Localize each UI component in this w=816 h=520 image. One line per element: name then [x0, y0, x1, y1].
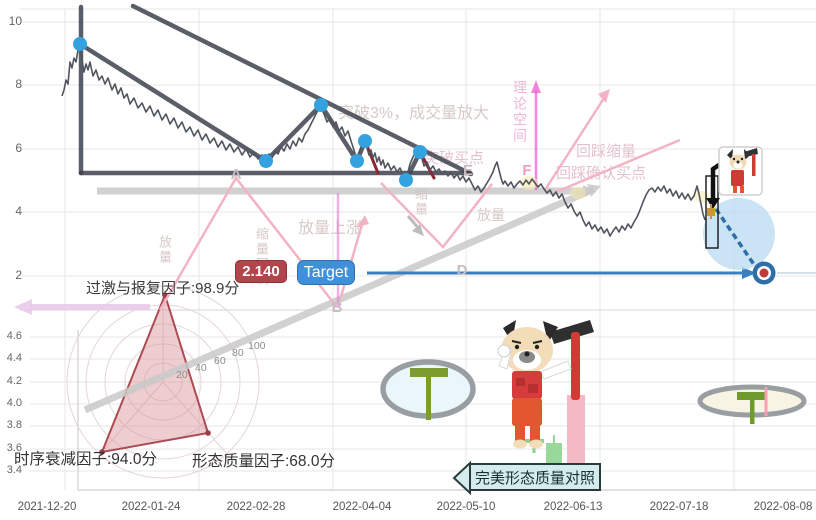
magenta-markers: [336, 80, 541, 307]
y-axis-label: 4.6: [6, 330, 22, 342]
y-axis-label: 6: [15, 141, 22, 155]
hammer-ellipse-left: [380, 359, 476, 420]
y-axis-label: 3.4: [6, 464, 22, 476]
small-orange-candle-icon: [707, 204, 715, 219]
y-axis-label: 8: [15, 77, 22, 91]
x-axis-date: 2022-02-28: [226, 501, 286, 513]
radar-factor-top: 过激与报复因子:98.9分: [86, 280, 240, 297]
forecast-zone-circle: [703, 198, 775, 270]
x-axis-date: 2022-06-13: [543, 501, 603, 513]
radar-tick: 100: [248, 340, 266, 352]
wave-letter-e: E: [462, 162, 473, 179]
y-axis-label: 3.8: [6, 419, 22, 431]
left-pink-arrow: [14, 299, 150, 315]
watermark-volume: 放量: [477, 207, 505, 223]
small-gray-arrow: [406, 215, 424, 236]
quality-comparison-callout: 完美形态质量对照: [469, 463, 601, 491]
x-axis-date: 2022-05-10: [436, 501, 496, 513]
hammer-ellipse-right: [697, 384, 807, 424]
dog-mascot: [497, 320, 594, 449]
down-arrow-icon: [706, 162, 722, 209]
x-axis-date: 2021-12-20: [17, 501, 77, 513]
mini-dog-icon: [727, 148, 758, 193]
watermark-theory-space: 理论空间: [512, 80, 528, 144]
y-axis-label: 3.6: [6, 442, 22, 454]
watermark-breakout-buy: 突破买点: [424, 150, 485, 167]
y-axis-label: 4: [15, 204, 22, 218]
radar-tick: 80: [232, 347, 244, 359]
y-axis-label: 4.2: [6, 375, 22, 387]
watermark-pullback-shrink: 回踩缩量: [576, 143, 637, 160]
price-line: [61, 43, 706, 237]
forecast-dashed-arrow: [714, 208, 757, 267]
axis-lines: [20, 309, 816, 491]
target-arrow: [367, 267, 816, 279]
radar-tick: 20: [176, 369, 188, 381]
y-axis-label: 4.0: [6, 397, 22, 409]
y-axis-label: 4.4: [6, 352, 22, 364]
x-axis-date: 2022-08-08: [753, 501, 813, 513]
target-price-badge[interactable]: 2.140: [235, 260, 287, 283]
x-axis-date: 2022-07-18: [649, 501, 709, 513]
pivot-dots: [73, 37, 427, 187]
y-axis-label: 10: [8, 14, 22, 28]
radar-factor-bottom-left: 时序衰减因子:94.0分: [14, 451, 157, 468]
gridlines: [20, 8, 816, 490]
wave-letter-a: A: [230, 166, 242, 183]
wave-letter-b: B: [331, 299, 343, 316]
radar-factor-bottom-right: 形态质量因子:68.0分: [192, 453, 335, 470]
target-button[interactable]: Target: [297, 260, 355, 285]
x-axis-date: 2022-01-24: [121, 501, 181, 513]
watermark-volume-vertical: 放量: [157, 235, 172, 265]
radar-tick: 60: [214, 355, 226, 367]
mini-mascot-box: [718, 146, 763, 196]
wave-letter-f: F: [522, 162, 532, 179]
watermark-volume-up: 放量上涨: [298, 220, 363, 237]
radar-tick: 40: [195, 362, 207, 374]
y-axis-label: 2: [15, 268, 22, 282]
x-axis-date: 2022-04-04: [332, 501, 392, 513]
watermark-breakout: 突破3%，成交量放大: [338, 105, 490, 122]
bullseye-target-icon: [752, 261, 776, 285]
wave-letter-d: D: [456, 262, 468, 279]
